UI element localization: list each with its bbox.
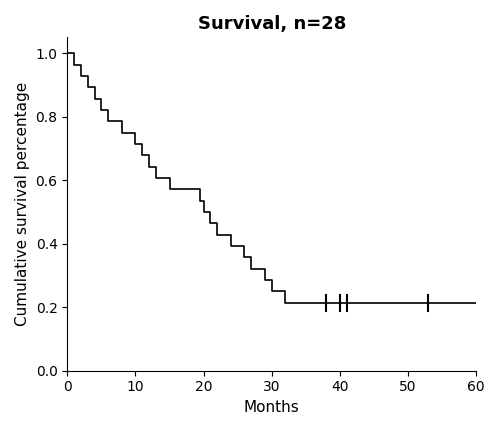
Title: Survival, n=28: Survival, n=28 (198, 15, 346, 33)
Y-axis label: Cumulative survival percentage: Cumulative survival percentage (15, 82, 30, 326)
X-axis label: Months: Months (244, 400, 300, 415)
